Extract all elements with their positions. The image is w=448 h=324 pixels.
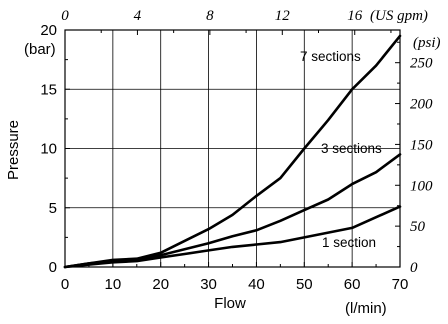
x-tick-label: 50 [296,276,313,293]
top-tick-label: 4 [134,8,142,24]
x-tick-label: 0 [61,276,69,293]
right-tick-label: 50 [410,219,426,235]
x-tick-label: 40 [248,276,265,293]
y-tick-label: 15 [40,81,57,98]
y-tick-label: 0 [49,259,57,276]
x-axis-unit: (l/min) [345,300,387,317]
right-tick-label: 0 [410,260,418,276]
right-tick-label: 200 [410,97,433,113]
series-label-7-sections: 7 sections [300,49,361,64]
x-tick-label: 10 [105,276,122,293]
top-tick-label: 0 [61,8,69,24]
top-axis-unit: (US gpm) [370,8,428,24]
y-tick-label: 20 [40,22,57,39]
right-tick-label: 250 [410,56,433,72]
y-tick-label: 5 [49,200,57,217]
right-axis-unit: (psi) [413,35,441,51]
x-tick-label: 20 [152,276,169,293]
series-line-1 [63,153,402,269]
y-axis-unit: (bar) [24,41,56,58]
series-lines [63,34,402,269]
x-axis-label: Flow [214,295,246,312]
series-labels: 7 sections 3 sections 1 section [300,49,382,250]
x-tick-label: 60 [344,276,361,293]
y-axis-label: Pressure [5,120,22,180]
x-tick-label: 70 [392,276,409,293]
right-tick-label: 100 [410,178,433,194]
top-tick-label: 8 [206,8,214,24]
series-line-2 [63,205,402,269]
top-tick-label: 16 [347,8,363,24]
y-tick-label: 10 [40,141,57,158]
right-tick-label: 150 [410,137,433,153]
top-tick-label: 12 [275,8,291,24]
x-tick-label: 30 [200,276,217,293]
series-label-1-section: 1 section [322,235,376,250]
series-label-3-sections: 3 sections [321,141,382,156]
